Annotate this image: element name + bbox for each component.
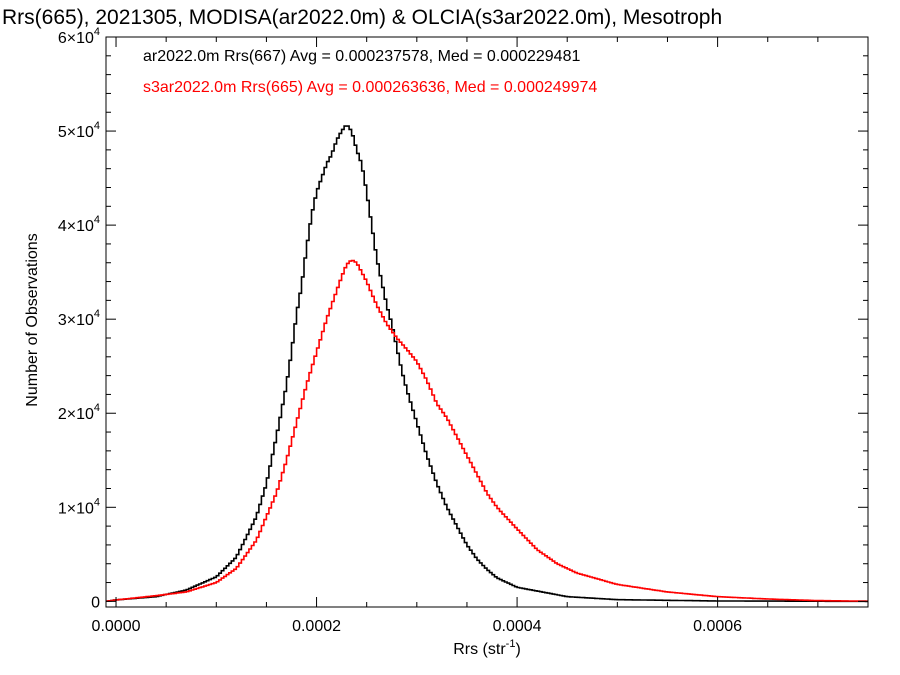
plot-frame [105,36,869,608]
x-tick-label: 0.0006 [693,618,742,635]
y-tick-label: 1×104 [58,496,100,517]
y-tick-label: 2×104 [58,402,100,423]
legend-entry-olcia: s3ar2022.0m Rrs(665) Avg = 0.000263636, … [143,79,597,96]
x-axis: 0.0000 0.0002 0.0004 0.0006 [92,37,869,635]
y-tick-label: 5×104 [58,120,100,141]
x-tick-label: 0.0002 [292,618,341,635]
y-tick-label: 0 [91,594,100,611]
series-line-olcia [106,259,868,602]
y-tick-label: 3×104 [58,308,100,329]
y-axis-label: Number of Observations [24,233,41,406]
x-axis-label: Rrs (str-1) [453,638,521,658]
chart-title: Rrs(665), 2021305, MODISA(ar2022.0m) & O… [2,6,722,29]
x-tick-label: 0.0000 [92,618,141,635]
legend-entry-modisa: ar2022.0m Rrs(667) Avg = 0.000237578, Me… [143,48,580,65]
x-tick-label: 0.0004 [493,618,542,635]
series-line-modisa [106,125,868,603]
series-layer [106,125,868,603]
y-tick-label: 6×104 [58,26,100,47]
y-tick-label: 4×104 [58,214,100,235]
y-axis: 0 1×104 2×104 3×104 4×104 5×104 6×104 [58,26,868,611]
